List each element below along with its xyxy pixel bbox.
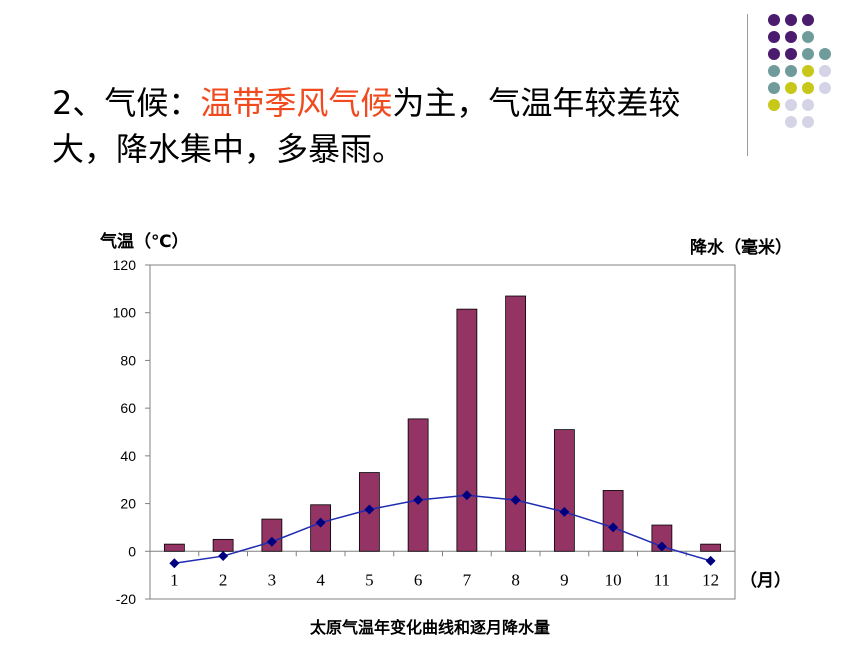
x-tick-label: 4 (316, 570, 325, 589)
decorative-dot (768, 31, 780, 43)
temperature-point (364, 504, 375, 515)
x-tick-label: 9 (560, 570, 569, 589)
decorative-dot-grid (768, 14, 831, 128)
y-tick-label: 80 (120, 352, 136, 368)
x-tick-label: 3 (268, 570, 277, 589)
x-tick-label: 10 (605, 570, 622, 589)
heading-line-2: 大，降水集中，多暴雨。 (52, 130, 405, 168)
heading-prefix: 2、气候： (52, 84, 201, 122)
x-tick-label: 7 (463, 570, 472, 589)
precip-bar (163, 543, 185, 552)
temperature-line (174, 494, 711, 564)
y-tick-label: 40 (120, 448, 136, 464)
y-tick-label: 60 (120, 400, 136, 416)
right-axis-title: 降水（毫米） (690, 237, 792, 258)
x-tick-label: 2 (219, 570, 228, 589)
decorative-dot (785, 31, 797, 43)
precip-bar (700, 543, 722, 552)
decorative-dot (819, 82, 831, 94)
heading-suffix: 为主，气温年较差较 (392, 84, 681, 122)
y-tick-label: 120 (113, 257, 137, 273)
x-tick-label: 12 (702, 570, 719, 589)
precip-bar (602, 490, 624, 552)
decorative-dot (785, 48, 797, 60)
decorative-dot (785, 65, 797, 77)
decorative-dot (768, 48, 780, 60)
decorative-dot (802, 65, 814, 77)
chart-caption: 太原气温年变化曲线和逐月降水量 (309, 618, 550, 637)
decorative-dot (802, 82, 814, 94)
plot-frame (149, 264, 736, 600)
y-tick-label: 0 (128, 543, 136, 559)
temperature-point (266, 536, 277, 547)
decorative-dot (785, 99, 797, 111)
y-tick-label: 100 (113, 305, 137, 321)
decorative-dot (768, 99, 780, 111)
decorative-dot (768, 82, 780, 94)
decorative-dot (802, 48, 814, 60)
decorative-dot (802, 116, 814, 128)
x-tick-label: 8 (511, 570, 520, 589)
decorative-dot (819, 65, 831, 77)
temperature-point (705, 555, 716, 566)
temperature-point (656, 541, 667, 552)
decorative-dot (768, 65, 780, 77)
temperature-point (559, 506, 570, 517)
decorative-dot (768, 14, 780, 26)
precip-bar (505, 295, 527, 552)
decorative-dot (819, 48, 831, 60)
heading-highlight: 温带季风气候 (200, 84, 393, 122)
decorative-dot (785, 82, 797, 94)
precip-bar (310, 504, 332, 552)
temperature-point (413, 494, 424, 505)
x-axis-unit: （月） (740, 570, 791, 591)
x-tick-label: 5 (365, 570, 374, 589)
heading-line-1: 2、气候：温带季风气候为主，气温年较差较 (52, 80, 680, 126)
decorative-dot (785, 116, 797, 128)
slide-heading: 2、气候：温带季风气候为主，气温年较差较 大，降水集中，多暴雨。 (52, 80, 680, 172)
decorative-dot (785, 14, 797, 26)
temperature-point (218, 551, 229, 562)
x-tick-label: 1 (170, 570, 179, 589)
x-tick-label: 6 (414, 570, 423, 589)
left-axis-title: 气温（℃） (99, 231, 189, 252)
precip-bar (212, 538, 234, 552)
decorative-dot (802, 14, 814, 26)
precip-bar (553, 429, 575, 552)
temperature-point (169, 558, 180, 569)
temperature-point (608, 522, 619, 533)
y-tick-label: -20 (116, 591, 136, 607)
x-tick-label: 11 (654, 570, 670, 589)
y-tick-label: 20 (120, 496, 136, 512)
temperature-point (461, 490, 472, 501)
decorative-dot (802, 99, 814, 111)
temperature-point (510, 494, 521, 505)
temperature-point (315, 517, 326, 528)
precip-bar (407, 418, 429, 552)
decorative-divider (747, 14, 748, 156)
decorative-dot (802, 31, 814, 43)
precip-bar (456, 308, 478, 552)
